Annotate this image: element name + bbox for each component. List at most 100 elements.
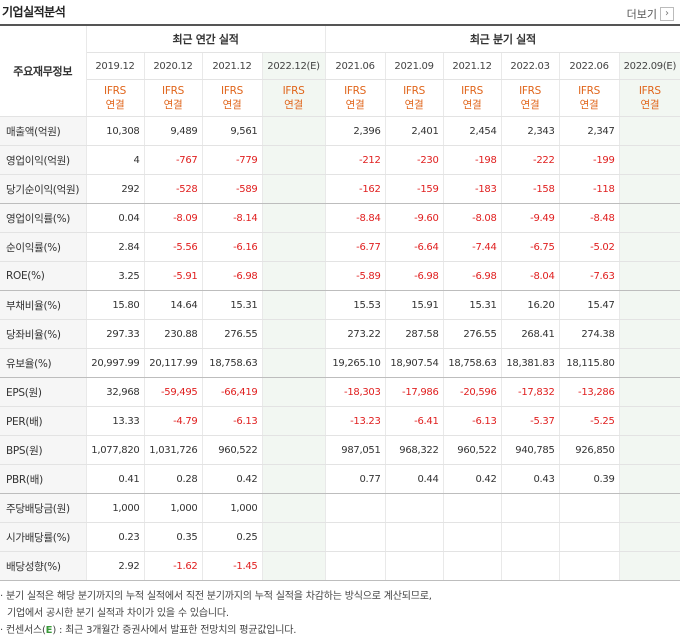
table-cell: -6.75 xyxy=(501,232,560,262)
header-row-basis: IFRS 연결 IFRS 연결 IFRS 연결 IFRS 연결 IFRS 연결 IFRS 연결 IFRS… xyxy=(0,79,680,117)
table-cell: 0.42 xyxy=(202,464,263,494)
table-cell: -6.16 xyxy=(202,232,263,262)
table-cell: 14.64 xyxy=(144,290,203,320)
table-cell: 18,381.83 xyxy=(501,348,560,378)
table-row: PER(배) 13.33 -4.79 -6.13 -13.23 -6.41 -6.13 -5.… xyxy=(0,406,680,436)
basis-consolidated: 연결 xyxy=(579,99,599,111)
table-cell: -13,286 xyxy=(559,377,620,407)
table-cell: 276.55 xyxy=(443,319,502,349)
table-cell xyxy=(262,116,326,146)
table-cell: 0.28 xyxy=(144,464,203,494)
table-cell: 292 xyxy=(86,174,145,204)
table-cell: 0.43 xyxy=(501,464,560,494)
row-label: 영업이익률(%) xyxy=(0,203,87,233)
table-cell: -6.13 xyxy=(202,406,263,436)
table-cell: 15.91 xyxy=(385,290,444,320)
row-label: 주당배당금(원) xyxy=(0,493,87,523)
table-cell: 2,343 xyxy=(501,116,560,146)
table-cell: 9,489 xyxy=(144,116,203,146)
table-row: 부채비율(%) 15.80 14.64 15.31 15.53 15.91 15.31 16.… xyxy=(0,290,680,320)
table-cell: 0.41 xyxy=(86,464,145,494)
table-cell xyxy=(262,203,326,233)
row-label: 영업이익(억원) xyxy=(0,145,87,175)
table-cell: -6.98 xyxy=(385,261,444,291)
table-cell: 926,850 xyxy=(559,435,620,465)
table-cell xyxy=(262,348,326,378)
basis-cell: IFRS 연결 xyxy=(86,79,145,117)
table-cell xyxy=(262,290,326,320)
table-cell: -6.98 xyxy=(202,261,263,291)
row-label: 배당성향(%) xyxy=(0,551,87,581)
basis-cell: IFRS 연결 xyxy=(619,79,680,117)
table-cell: 2,454 xyxy=(443,116,502,146)
table-cell: -198 xyxy=(443,145,502,175)
table-row: 유보율(%) 20,997.99 20,117.99 18,758.63 19,265.… xyxy=(0,348,680,378)
table-cell: 18,907.54 xyxy=(385,348,444,378)
basis-consolidated: 연결 xyxy=(462,99,482,111)
table-cell: -212 xyxy=(325,145,386,175)
table-cell: -222 xyxy=(501,145,560,175)
table-cell: 287.58 xyxy=(385,319,444,349)
table-cell xyxy=(559,493,620,523)
table-cell: -779 xyxy=(202,145,263,175)
table-cell: 15.31 xyxy=(202,290,263,320)
table-cell xyxy=(619,232,680,262)
table-cell: -183 xyxy=(443,174,502,204)
basis-ifrs: IFRS xyxy=(221,85,243,97)
basis-ifrs: IFRS xyxy=(519,85,541,97)
row-label: 당좌비율(%) xyxy=(0,319,87,349)
basis-ifrs: IFRS xyxy=(403,85,425,97)
table-cell: -6.98 xyxy=(443,261,502,291)
more-link[interactable]: 더보기 › xyxy=(627,6,674,22)
table-cell xyxy=(619,174,680,204)
table-cell: 2.84 xyxy=(86,232,145,262)
row-label: PBR(배) xyxy=(0,464,87,494)
period-header: 2021.12 xyxy=(443,52,502,80)
row-label: 매출액(억원) xyxy=(0,116,87,146)
table-cell: 0.23 xyxy=(86,522,145,552)
table-cell: 274.38 xyxy=(559,319,620,349)
table-cell: -162 xyxy=(325,174,386,204)
basis-ifrs: IFRS xyxy=(282,85,305,97)
row-label: 시가배당률(%) xyxy=(0,522,87,552)
table-cell xyxy=(325,493,386,523)
table-cell: -1.62 xyxy=(144,551,203,581)
basis-consolidated: 연결 xyxy=(105,99,125,111)
basis-ifrs: IFRS xyxy=(638,85,661,97)
table-cell xyxy=(325,522,386,552)
basis-cell: IFRS 연결 xyxy=(385,79,444,117)
section-header: 기업실적분석 더보기 › xyxy=(0,0,680,24)
period-header: 2020.12 xyxy=(144,52,203,80)
row-label: PER(배) xyxy=(0,406,87,436)
table-cell: -8.04 xyxy=(501,261,560,291)
table-cell: 1,031,726 xyxy=(144,435,203,465)
period-header: 2022.12(E) xyxy=(262,52,326,80)
table-cell: 940,785 xyxy=(501,435,560,465)
table-cell: -8.14 xyxy=(202,203,263,233)
table-cell: -17,832 xyxy=(501,377,560,407)
row-label: 부채비율(%) xyxy=(0,290,87,320)
table-cell: -5.56 xyxy=(144,232,203,262)
basis-cell: IFRS 연결 xyxy=(501,79,560,117)
note-line-2: 기업에서 공시한 분기 실적과 차이가 있을 수 있습니다. xyxy=(7,608,229,619)
table-cell: 276.55 xyxy=(202,319,263,349)
table-cell xyxy=(443,551,502,581)
basis-cell: IFRS 연결 xyxy=(144,79,203,117)
table-cell: -20,596 xyxy=(443,377,502,407)
header-row-groups: 주요재무정보 최근 연간 실적 최근 분기 실적 xyxy=(0,24,680,117)
table-cell: 13.33 xyxy=(86,406,145,436)
basis-cell: IFRS 연결 xyxy=(202,79,263,117)
row-label: BPS(원) xyxy=(0,435,87,465)
table-cell: -9.49 xyxy=(501,203,560,233)
row-label: 유보율(%) xyxy=(0,348,87,378)
more-label[interactable]: 더보기 xyxy=(626,8,657,21)
table-cell: 18,758.63 xyxy=(202,348,263,378)
table-row: ROE(%) 3.25 -5.91 -6.98 -5.89 -6.98 -6.98 -8.04… xyxy=(0,261,680,291)
table-row: PBR(배) 0.41 0.28 0.42 0.77 0.44 0.42 0.43 0.39 xyxy=(0,464,680,494)
table-row: 당기순이익(억원) 292 -528 -589 -162 -159 -183 -158 -118 xyxy=(0,174,680,204)
table-cell xyxy=(619,348,680,378)
basis-consolidated: 연결 xyxy=(163,99,183,111)
table-cell: 20,997.99 xyxy=(86,348,145,378)
note-line-3: · 컨센서스(E) : 최근 3개월간 증권사에서 발표한 전망치의 평균값입니… xyxy=(0,622,680,639)
table-cell: 0.77 xyxy=(325,464,386,494)
